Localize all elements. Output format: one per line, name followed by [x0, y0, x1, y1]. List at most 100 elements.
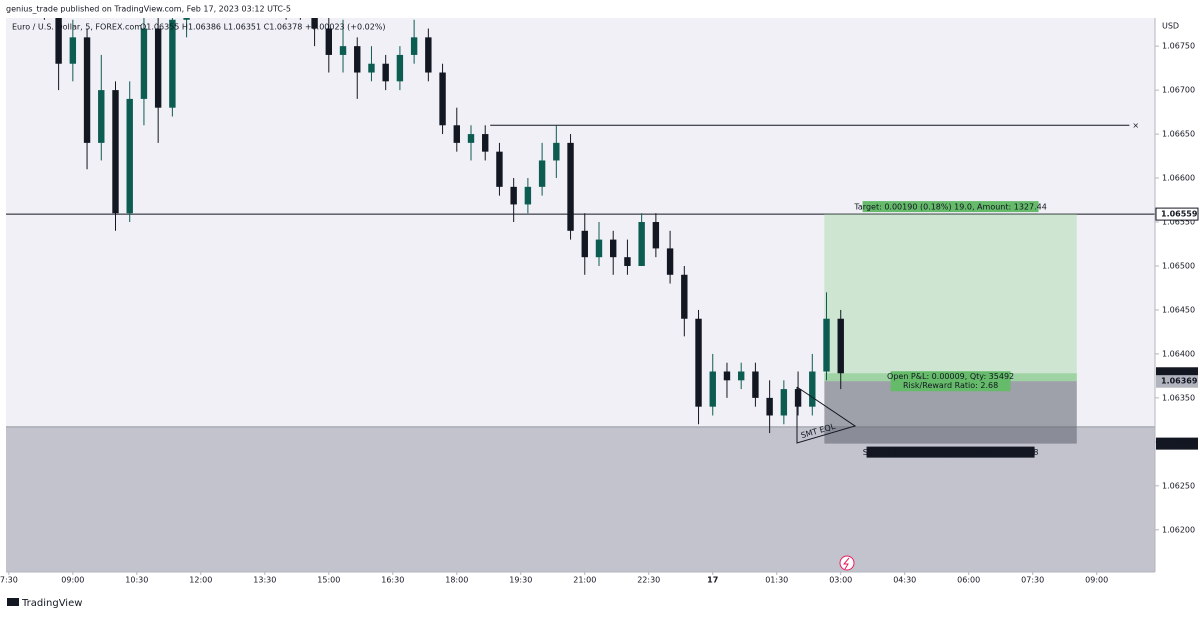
price-marker-label: 1.06559	[1161, 210, 1198, 219]
price-marker-box	[1155, 207, 1199, 221]
candle-body	[695, 318, 702, 407]
candle-body	[83, 37, 91, 143]
candle-body	[538, 160, 546, 187]
candle-body	[496, 151, 503, 187]
candle-body	[809, 371, 816, 407]
candle-body	[339, 46, 347, 55]
candle-body	[595, 239, 603, 258]
candle-body	[297, 2, 303, 11]
candle-body	[396, 54, 404, 82]
event-icon[interactable]	[839, 555, 855, 571]
price-marker-label: 1.06298	[1161, 439, 1198, 448]
y-tick-label: 1.06250	[1162, 481, 1195, 490]
candle-body	[553, 142, 560, 161]
candle-body	[624, 257, 631, 266]
candle-body	[581, 230, 588, 258]
candle-body	[13, 0, 19, 2]
x-tick-label: 19:30	[509, 576, 532, 585]
candle-body	[183, 18, 190, 20]
candle-body	[283, 0, 289, 2]
stop-label-box	[866, 446, 1035, 458]
x-tick-label: 7:30	[0, 576, 18, 585]
footer: TradingView	[21, 598, 82, 609]
candle-body	[837, 318, 844, 374]
y-tick-label: 1.06400	[1162, 349, 1195, 358]
candle-body	[439, 72, 446, 126]
x-tick-label: 16:30	[381, 576, 404, 585]
symbol: Euro / U.S. Dollar, 5, FOREX.com	[12, 23, 142, 32]
candle-body	[752, 371, 759, 398]
candle-body	[98, 90, 105, 143]
candle-body	[737, 371, 745, 381]
candle-body	[794, 389, 802, 407]
y-tick-label: 1.06500	[1162, 261, 1195, 270]
y-tick-label: 1.06700	[1162, 86, 1195, 95]
candle-body	[723, 371, 731, 381]
price-marker-box	[1156, 375, 1198, 388]
candle-body	[652, 222, 660, 249]
ohlc-stats: O1.06355 H1.06386 L1.06351 C1.06378 +0.0…	[140, 23, 386, 32]
candle-body	[766, 397, 773, 416]
x-tick-label: 09:00	[61, 576, 84, 585]
x-tick-label: 22:30	[637, 576, 660, 585]
pnl-label-box	[890, 371, 1011, 392]
x-tick-label: 12:00	[189, 576, 212, 585]
candle-body	[567, 142, 574, 231]
candle-body	[55, 18, 62, 64]
candle-body	[482, 134, 489, 152]
candle-body	[681, 274, 688, 319]
candle-body	[524, 186, 532, 205]
candle-body	[154, 28, 162, 108]
candle-body	[382, 63, 389, 82]
candle-body	[354, 46, 361, 73]
target-zone	[824, 214, 1077, 382]
candle-body	[610, 239, 617, 258]
x-tick-label: 03:00	[829, 576, 852, 585]
candle-body	[325, 28, 333, 55]
price-marker-label: 1.06369	[1161, 377, 1198, 386]
y-tick-label: 1.06200	[1162, 525, 1195, 534]
candle-body	[823, 318, 830, 372]
x-tick-label: 09:00	[1085, 576, 1108, 585]
x-tick-label: 17	[707, 576, 718, 585]
price-marker-box	[1156, 437, 1198, 450]
candle-body	[126, 98, 133, 214]
candle-body	[311, 18, 318, 29]
publisher: genius_trade published on TradingView.co…	[6, 5, 291, 14]
y-tick-label: 1.06350	[1162, 393, 1195, 402]
annotation-lines	[796, 386, 857, 444]
y-tick-label: 1.06600	[1162, 174, 1195, 183]
y-tick-label: 1.06650	[1162, 130, 1195, 139]
candle-body	[780, 389, 788, 416]
y-tick-label: 1.06750	[1162, 42, 1195, 51]
candle-body	[510, 186, 517, 205]
x-tick-label: 21:00	[573, 576, 596, 585]
candle-body	[666, 248, 674, 275]
candle-body	[368, 63, 375, 73]
candle-body	[709, 371, 716, 407]
x-tick-label: 04:30	[893, 576, 916, 585]
target-label: Target: 0.00190 (0.18%) 19.0, Amount: 13…	[853, 203, 1046, 212]
x-tick-label: 07:30	[1021, 576, 1044, 585]
candle-body	[425, 37, 432, 73]
x-tick-label: 15:00	[317, 576, 340, 585]
logo	[7, 598, 19, 606]
candle-body	[27, 0, 33, 2]
x-tick-label: 06:00	[957, 576, 980, 585]
candle-body	[467, 134, 475, 143]
currency: USD	[1162, 22, 1179, 31]
y-tick-label: 1.06450	[1162, 305, 1195, 314]
candle-body	[638, 222, 645, 266]
level-x-mark: ×	[1132, 121, 1139, 130]
y-tick-label: 1.06550	[1162, 218, 1195, 227]
event-icon-bolt	[842, 557, 850, 570]
candle-body	[140, 28, 148, 99]
stop-label: Stop: 0.00071 (0.07%) 7.1, Amount: 1234.…	[863, 448, 1039, 457]
price-marker-label: 1.06378	[1161, 369, 1198, 378]
candle-body	[453, 125, 460, 143]
x-tick-label: 13:30	[253, 576, 276, 585]
x-tick-label: 18:00	[445, 576, 468, 585]
candle-body	[69, 37, 77, 64]
rr-label: Risk/Reward Ratio: 2.68	[903, 381, 998, 390]
